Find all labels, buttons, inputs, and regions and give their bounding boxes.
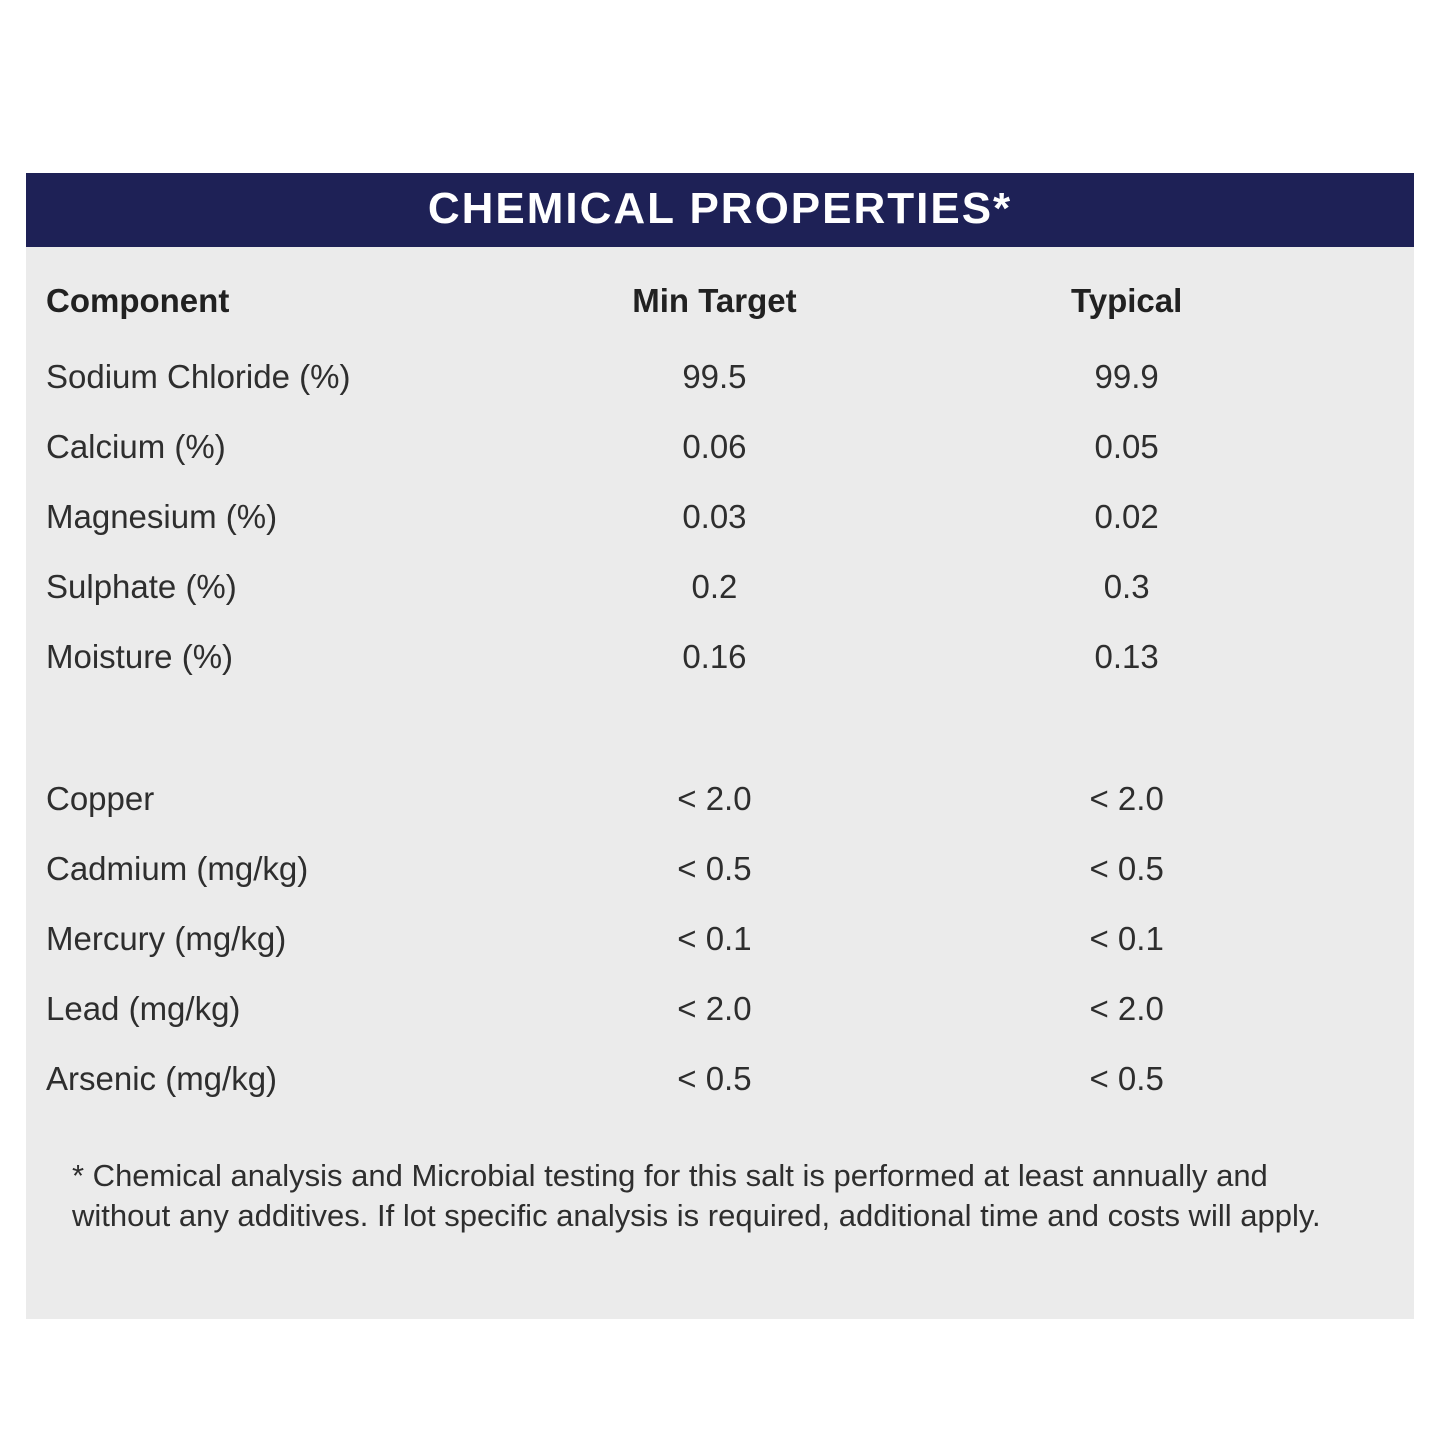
column-header-typical: Typical <box>1071 282 1183 319</box>
typical-cell: < 0.5 <box>1089 850 1164 887</box>
typical-cell: 0.05 <box>1094 428 1159 465</box>
table-header-row: Component Min Target Typical <box>26 260 1414 342</box>
component-cell: Copper <box>46 780 155 817</box>
table-row: Moisture (%) 0.16 0.13 <box>26 622 1414 692</box>
table-row: Cadmium (mg/kg) < 0.5 < 0.5 <box>26 834 1414 904</box>
typical-cell: < 2.0 <box>1089 990 1164 1027</box>
table-row: Arsenic (mg/kg) < 0.5 < 0.5 <box>26 1044 1414 1114</box>
typical-cell: 0.02 <box>1094 498 1159 535</box>
min-target-cell: 0.03 <box>682 498 747 535</box>
page-title: CHEMICAL PROPERTIES* <box>427 184 1013 233</box>
table-row: Magnesium (%) 0.03 0.02 <box>26 482 1414 552</box>
min-target-cell: 99.5 <box>682 358 747 395</box>
min-target-cell: < 0.5 <box>677 1060 752 1097</box>
min-target-cell: 0.06 <box>682 428 747 465</box>
table-row: Mercury (mg/kg) < 0.1 < 0.1 <box>26 904 1414 974</box>
table-row: Calcium (%) 0.06 0.05 <box>26 412 1414 482</box>
component-cell: Mercury (mg/kg) <box>46 920 287 957</box>
typical-cell: < 0.5 <box>1089 1060 1164 1097</box>
component-cell: Moisture (%) <box>46 638 234 675</box>
footnote-text: * Chemical analysis and Microbial testin… <box>72 1158 1321 1233</box>
component-cell: Cadmium (mg/kg) <box>46 850 309 887</box>
min-target-cell: 0.16 <box>682 638 747 675</box>
min-target-cell: < 0.1 <box>677 920 752 957</box>
typical-cell: 0.13 <box>1094 638 1159 675</box>
component-cell: Sodium Chloride (%) <box>46 358 351 395</box>
min-target-cell: < 2.0 <box>677 780 752 817</box>
typical-cell: < 2.0 <box>1089 780 1164 817</box>
min-target-cell: 0.2 <box>691 568 738 605</box>
column-header-min-target: Min Target <box>632 282 797 319</box>
typical-cell: < 0.1 <box>1089 920 1164 957</box>
typical-cell: 99.9 <box>1094 358 1159 395</box>
typical-cell: 0.3 <box>1103 568 1150 605</box>
table-row: Lead (mg/kg) < 2.0 < 2.0 <box>26 974 1414 1044</box>
component-cell: Magnesium (%) <box>46 498 278 535</box>
component-cell: Sulphate (%) <box>46 568 237 605</box>
min-target-cell: < 0.5 <box>677 850 752 887</box>
chemical-properties-table: Component Min Target Typical Sodium Chlo… <box>26 247 1414 1114</box>
chemical-properties-panel: CHEMICAL PROPERTIES* Component Min Targe… <box>26 173 1414 1319</box>
component-cell: Calcium (%) <box>46 428 226 465</box>
component-cell: Lead (mg/kg) <box>46 990 241 1027</box>
group-divider-gap <box>26 692 1414 764</box>
table-row: Sulphate (%) 0.2 0.3 <box>26 552 1414 622</box>
title-bar: CHEMICAL PROPERTIES* <box>26 173 1414 247</box>
table-row: Copper < 2.0 < 2.0 <box>26 764 1414 834</box>
table-row: Sodium Chloride (%) 99.5 99.9 <box>26 342 1414 412</box>
min-target-cell: < 2.0 <box>677 990 752 1027</box>
column-header-component: Component <box>46 282 230 319</box>
component-cell: Arsenic (mg/kg) <box>46 1060 278 1097</box>
